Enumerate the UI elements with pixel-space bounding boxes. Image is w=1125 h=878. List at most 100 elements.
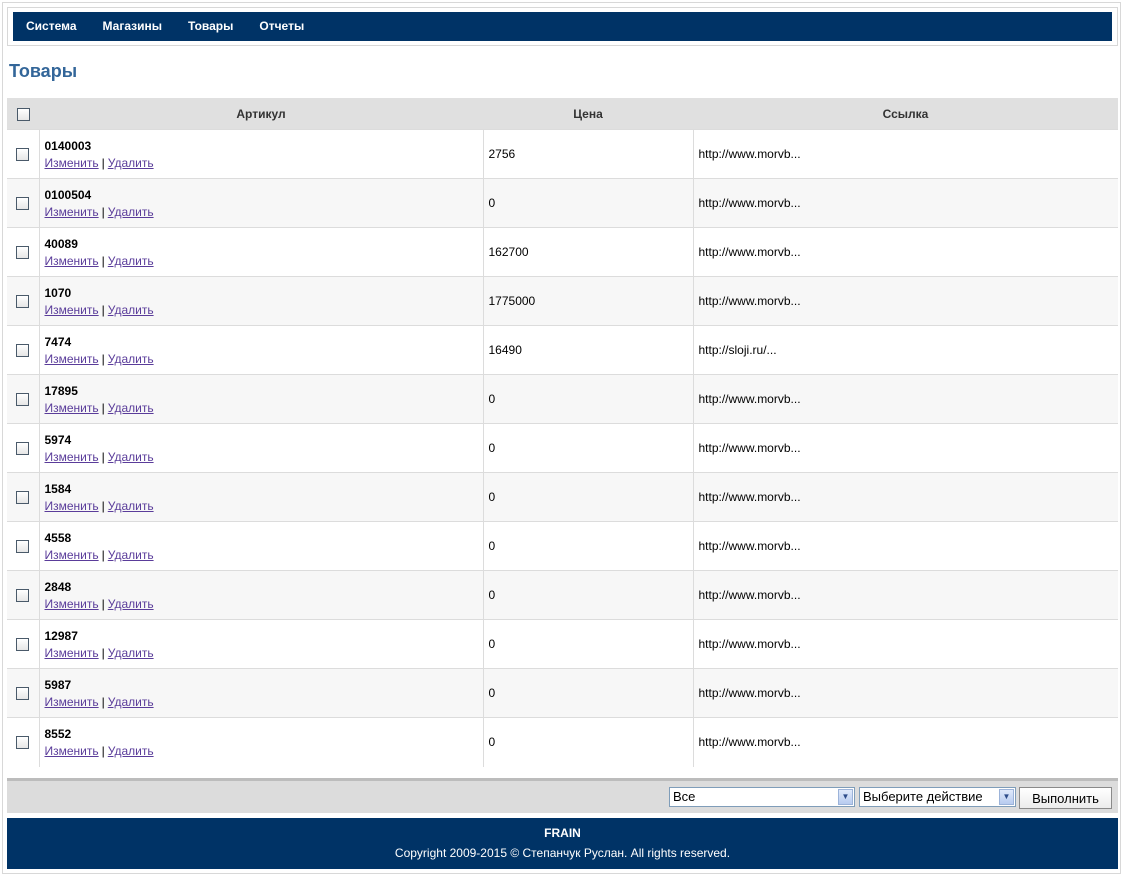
price-cell: 0 xyxy=(482,570,693,620)
table-row: 5974 Изменить | Удалить 0 http://www.morvb… xyxy=(7,423,1118,473)
row-actions: Изменить | Удалить xyxy=(45,205,478,219)
action-separator: | xyxy=(101,205,105,219)
nav-item-shops[interactable]: Магазины xyxy=(102,19,162,33)
delete-link[interactable]: Удалить xyxy=(107,401,154,415)
row-actions: Изменить | Удалить xyxy=(45,646,478,660)
action-separator: | xyxy=(101,303,105,317)
column-header-price[interactable]: Цена xyxy=(483,98,693,130)
action-select-value: Выберите действие xyxy=(863,789,983,804)
row-checkbox[interactable] xyxy=(16,344,30,358)
delete-link[interactable]: Удалить xyxy=(107,597,154,611)
table-row: 1070 Изменить | Удалить 1775000 http://www… xyxy=(7,276,1118,326)
action-separator: | xyxy=(101,450,105,464)
sku-cell: 7474 Изменить | Удалить xyxy=(38,325,483,375)
row-checkbox[interactable] xyxy=(16,197,30,211)
execute-button[interactable]: Выполнить xyxy=(1019,787,1112,809)
sku-value: 0100504 xyxy=(44,188,92,202)
table-body: 0140003 Изменить | Удалить 2756 http://www… xyxy=(7,129,1118,767)
row-checkbox[interactable] xyxy=(16,638,30,652)
price-cell: 0 xyxy=(482,619,693,669)
edit-link[interactable]: Изменить xyxy=(44,303,99,317)
row-checkbox[interactable] xyxy=(16,491,30,505)
table-header-row: Артикул Цена Ссылка xyxy=(7,98,1118,130)
price-cell: 0 xyxy=(482,521,693,571)
edit-link[interactable]: Изменить xyxy=(44,156,99,170)
nav-item-products[interactable]: Товары xyxy=(188,19,234,33)
delete-link[interactable]: Удалить xyxy=(107,352,154,366)
sku-cell: 8552 Изменить | Удалить xyxy=(38,717,483,767)
sku-value: 5987 xyxy=(44,678,72,692)
price-cell: 0 xyxy=(482,374,693,424)
link-cell: http://www.morvb... xyxy=(692,619,1118,669)
edit-link[interactable]: Изменить xyxy=(44,205,99,219)
row-checkbox[interactable] xyxy=(16,393,30,407)
filter-select[interactable]: Все ▼ xyxy=(669,787,855,807)
row-checkbox[interactable] xyxy=(16,589,30,603)
price-cell: 16490 xyxy=(482,325,693,375)
delete-link[interactable]: Удалить xyxy=(107,303,154,317)
row-actions: Изменить | Удалить xyxy=(45,695,478,709)
nav-item-system[interactable]: Система xyxy=(26,19,77,33)
link-cell: http://www.morvb... xyxy=(692,717,1118,767)
table-row: 8552 Изменить | Удалить 0 http://www.morvb… xyxy=(7,717,1118,767)
delete-link[interactable]: Удалить xyxy=(107,548,154,562)
delete-link[interactable]: Удалить xyxy=(107,254,154,268)
price-cell: 0 xyxy=(482,178,693,228)
price-cell: 0 xyxy=(482,472,693,522)
delete-link[interactable]: Удалить xyxy=(107,450,154,464)
row-select-cell xyxy=(7,668,39,718)
edit-link[interactable]: Изменить xyxy=(44,695,99,709)
column-header-sku[interactable]: Артикул xyxy=(39,98,483,130)
table-row: 5987 Изменить | Удалить 0 http://www.morvb… xyxy=(7,668,1118,718)
chevron-down-icon: ▼ xyxy=(999,789,1014,805)
edit-link[interactable]: Изменить xyxy=(44,646,99,660)
edit-link[interactable]: Изменить xyxy=(44,450,99,464)
row-checkbox[interactable] xyxy=(16,736,30,750)
action-separator: | xyxy=(101,597,105,611)
action-select[interactable]: Выберите действие ▼ xyxy=(859,787,1016,807)
edit-link[interactable]: Изменить xyxy=(44,744,99,759)
nav-item-reports[interactable]: Отчеты xyxy=(259,19,305,33)
delete-link[interactable]: Удалить xyxy=(107,744,154,759)
edit-link[interactable]: Изменить xyxy=(44,254,99,268)
row-select-cell xyxy=(7,129,39,179)
column-header-link[interactable]: Ссылка xyxy=(693,98,1118,130)
action-separator: | xyxy=(101,156,105,170)
link-cell: http://www.morvb... xyxy=(692,374,1118,424)
action-separator: | xyxy=(101,548,105,562)
select-all-checkbox[interactable] xyxy=(16,107,30,121)
delete-link[interactable]: Удалить xyxy=(107,499,154,513)
row-checkbox[interactable] xyxy=(16,246,30,260)
delete-link[interactable]: Удалить xyxy=(107,695,154,709)
sku-cell: 1584 Изменить | Удалить xyxy=(38,472,483,522)
row-actions: Изменить | Удалить xyxy=(45,744,478,758)
sku-value: 1584 xyxy=(44,482,72,496)
select-all-cell xyxy=(7,98,39,130)
link-cell: http://sloji.ru/... xyxy=(692,325,1118,375)
sku-cell: 12987 Изменить | Удалить xyxy=(38,619,483,669)
row-checkbox[interactable] xyxy=(16,295,30,309)
delete-link[interactable]: Удалить xyxy=(107,646,154,660)
row-checkbox[interactable] xyxy=(16,442,30,456)
row-select-cell xyxy=(7,423,39,473)
price-cell: 0 xyxy=(482,717,693,767)
row-checkbox[interactable] xyxy=(16,687,30,701)
table-row: 7474 Изменить | Удалить 16490 http://sloji… xyxy=(7,325,1118,375)
delete-link[interactable]: Удалить xyxy=(107,205,154,219)
link-cell: http://www.morvb... xyxy=(692,521,1118,571)
sku-value: 4558 xyxy=(44,531,72,545)
price-cell: 0 xyxy=(482,668,693,718)
edit-link[interactable]: Изменить xyxy=(44,597,99,611)
edit-link[interactable]: Изменить xyxy=(44,548,99,562)
sku-cell: 5987 Изменить | Удалить xyxy=(38,668,483,718)
sku-value: 7474 xyxy=(44,335,72,349)
row-checkbox[interactable] xyxy=(16,148,30,162)
row-checkbox[interactable] xyxy=(16,540,30,554)
row-select-cell xyxy=(7,374,39,424)
edit-link[interactable]: Изменить xyxy=(44,499,99,513)
edit-link[interactable]: Изменить xyxy=(44,401,99,415)
table-row: 12987 Изменить | Удалить 0 http://www.morv… xyxy=(7,619,1118,669)
delete-link[interactable]: Удалить xyxy=(107,156,154,170)
edit-link[interactable]: Изменить xyxy=(44,352,99,366)
